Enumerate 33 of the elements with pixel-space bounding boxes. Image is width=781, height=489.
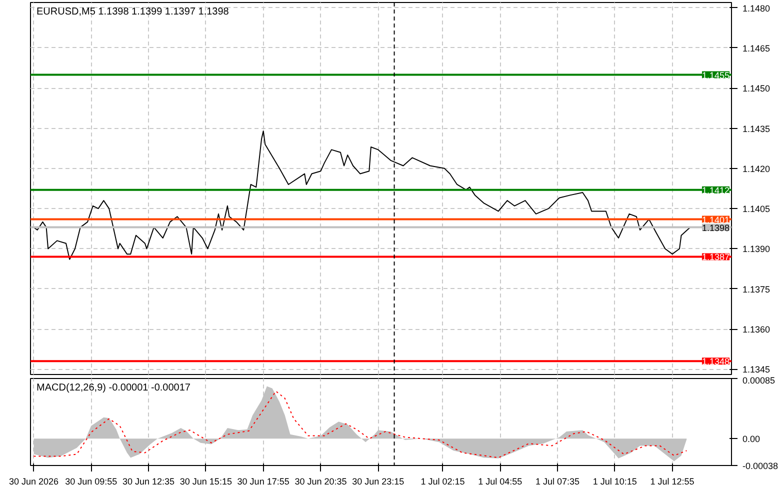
x-tick-label: 30 Jun 23:15 bbox=[352, 476, 404, 486]
x-tick-label: 30 Jun 09:55 bbox=[65, 476, 118, 486]
x-tick-label: 30 Jun 20:35 bbox=[294, 476, 347, 486]
ref-line-label: 1.1387 bbox=[702, 252, 730, 262]
x-tick-label: 30 Jun 2026 bbox=[8, 476, 59, 486]
x-tick-label: 1 Jul 02:15 bbox=[420, 476, 465, 486]
y-tick-label: 1.1480 bbox=[742, 3, 770, 14]
y-tick-label: 1.1420 bbox=[742, 164, 770, 174]
x-tick-label: 30 Jun 12:35 bbox=[122, 476, 175, 486]
y-tick-label: 1.1390 bbox=[742, 244, 770, 254]
y-tick-label: 1.1465 bbox=[742, 43, 770, 54]
y-tick-label: 0.00 bbox=[742, 434, 760, 444]
x-tick-label: 1 Jul 04:55 bbox=[478, 476, 522, 486]
x-tick-label: 1 Jul 10:15 bbox=[592, 476, 637, 486]
y-tick-label: 1.1450 bbox=[742, 84, 770, 94]
ref-line-label: 1.1401 bbox=[702, 214, 730, 225]
y-tick-label: -0.00038 bbox=[742, 461, 778, 471]
y-tick-label: 1.1435 bbox=[742, 124, 770, 134]
y-tick-label: 1.1345 bbox=[742, 364, 770, 375]
x-tick-label: 30 Jun 17:55 bbox=[237, 476, 290, 486]
y-tick-label: 0.00085 bbox=[742, 376, 776, 386]
y-tick-label: 1.1375 bbox=[742, 284, 770, 294]
ref-line-label: 1.1398 bbox=[702, 222, 730, 233]
x-tick-label: 30 Jun 15:15 bbox=[180, 476, 232, 486]
y-tick-label: 1.1405 bbox=[742, 204, 770, 214]
x-tick-label: 1 Jul 12:55 bbox=[650, 476, 694, 486]
chart-title: EURUSD,M5 1.1398 1.1399 1.1397 1.1398 bbox=[36, 6, 230, 18]
ref-line-label: 1.1348 bbox=[702, 356, 730, 367]
ref-line-label: 1.1455 bbox=[702, 70, 730, 80]
ref-line-label: 1.1412 bbox=[702, 185, 730, 196]
x-tick-label: 1 Jul 07:35 bbox=[535, 476, 580, 486]
y-tick-label: 1.1360 bbox=[742, 324, 770, 335]
chart-title: MACD(12,26,9) -0.00001 -0.00017 bbox=[36, 382, 191, 394]
